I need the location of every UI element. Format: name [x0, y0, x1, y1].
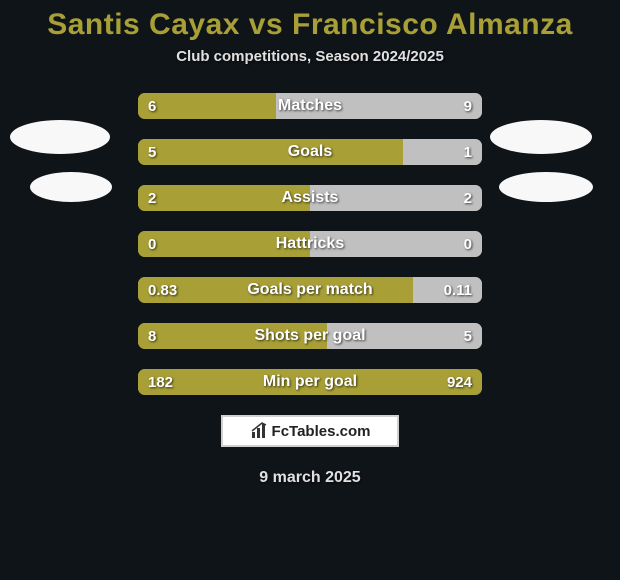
chart-icon — [250, 422, 268, 440]
stat-row: Min per goal182 924 — [138, 369, 482, 395]
stat-value-left: 5 — [138, 139, 166, 165]
stat-value-left: 2 — [138, 185, 166, 211]
stat-value-right: 9 — [454, 93, 482, 119]
footer-date: 9 march 2025 — [0, 469, 620, 487]
stat-value-left: 182 — [138, 369, 183, 395]
stat-value-right: 0.11 — [434, 277, 482, 303]
stat-label: Shots per goal — [138, 323, 482, 349]
stat-value-left: 0.83 — [138, 277, 187, 303]
stat-label: Goals — [138, 139, 482, 165]
page-title: Santis Cayax vs Francisco Almanza — [0, 0, 620, 42]
footer-logo: FcTables.com — [221, 415, 399, 447]
avatar-left-0 — [10, 120, 110, 154]
footer-logo-text: FcTables.com — [272, 423, 371, 440]
avatar-left-1 — [30, 172, 112, 202]
stat-row: Hattricks0 0 — [138, 231, 482, 257]
stat-row: Goals per match0.83 0.11 — [138, 277, 482, 303]
stat-value-right: 1 — [454, 139, 482, 165]
stat-label: Matches — [138, 93, 482, 119]
stat-row: Matches6 9 — [138, 93, 482, 119]
stat-row: Assists2 2 — [138, 185, 482, 211]
avatar-right-1 — [499, 172, 593, 202]
stat-value-right: 0 — [454, 231, 482, 257]
stat-row: Shots per goal8 5 — [138, 323, 482, 349]
stat-value-right: 924 — [437, 369, 482, 395]
stat-label: Goals per match — [138, 277, 482, 303]
stat-label: Assists — [138, 185, 482, 211]
stats-container: Matches69Goals51Assists22Hattricks00Goal… — [138, 93, 482, 395]
stat-value-left: 6 — [138, 93, 166, 119]
stat-label: Hattricks — [138, 231, 482, 257]
subtitle: Club competitions, Season 2024/2025 — [0, 48, 620, 65]
stat-row: Goals5 1 — [138, 139, 482, 165]
stat-value-left: 0 — [138, 231, 166, 257]
avatar-right-0 — [490, 120, 592, 154]
stat-value-left: 8 — [138, 323, 166, 349]
stat-value-right: 5 — [454, 323, 482, 349]
stat-value-right: 2 — [454, 185, 482, 211]
stat-label: Min per goal — [138, 369, 482, 395]
